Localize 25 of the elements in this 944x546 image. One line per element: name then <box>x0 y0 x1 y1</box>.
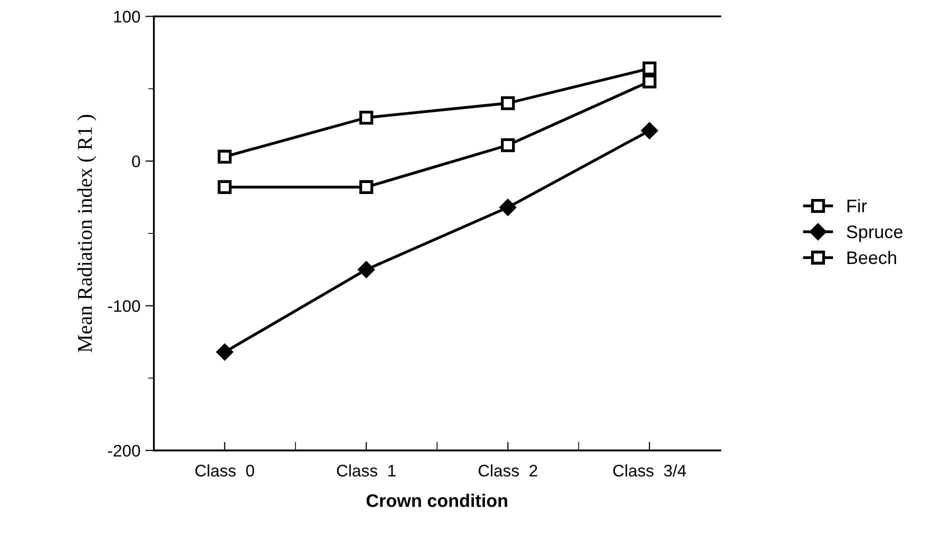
y-tick-label: 100 <box>114 10 140 23</box>
point <box>500 138 515 152</box>
y-tick-label: -100 <box>108 300 140 312</box>
x-tick-label: Class 2 <box>478 464 538 477</box>
point <box>359 110 374 125</box>
legend-label: Fir <box>848 199 867 212</box>
x-tick-label: Class 3/4 <box>613 464 686 477</box>
y-tick-label: -200 <box>108 444 140 457</box>
point <box>359 180 374 194</box>
x-tick-label: Class 1 <box>337 464 396 477</box>
legend-label: Beech <box>848 250 896 264</box>
point <box>358 261 375 278</box>
point <box>218 180 232 194</box>
point <box>642 62 656 76</box>
point <box>641 122 658 139</box>
point <box>216 344 233 360</box>
y-axis-title: Mean Radiation index ( R1 ) <box>77 114 96 352</box>
x-tick-label: Class 0 <box>195 464 254 477</box>
point <box>218 150 232 164</box>
y-tick-label: 0 <box>132 155 140 168</box>
point <box>642 74 656 88</box>
point <box>500 96 515 110</box>
point <box>500 199 516 216</box>
x-axis-title: Crown condition <box>366 494 508 508</box>
legend-label: Spruce <box>846 225 902 242</box>
